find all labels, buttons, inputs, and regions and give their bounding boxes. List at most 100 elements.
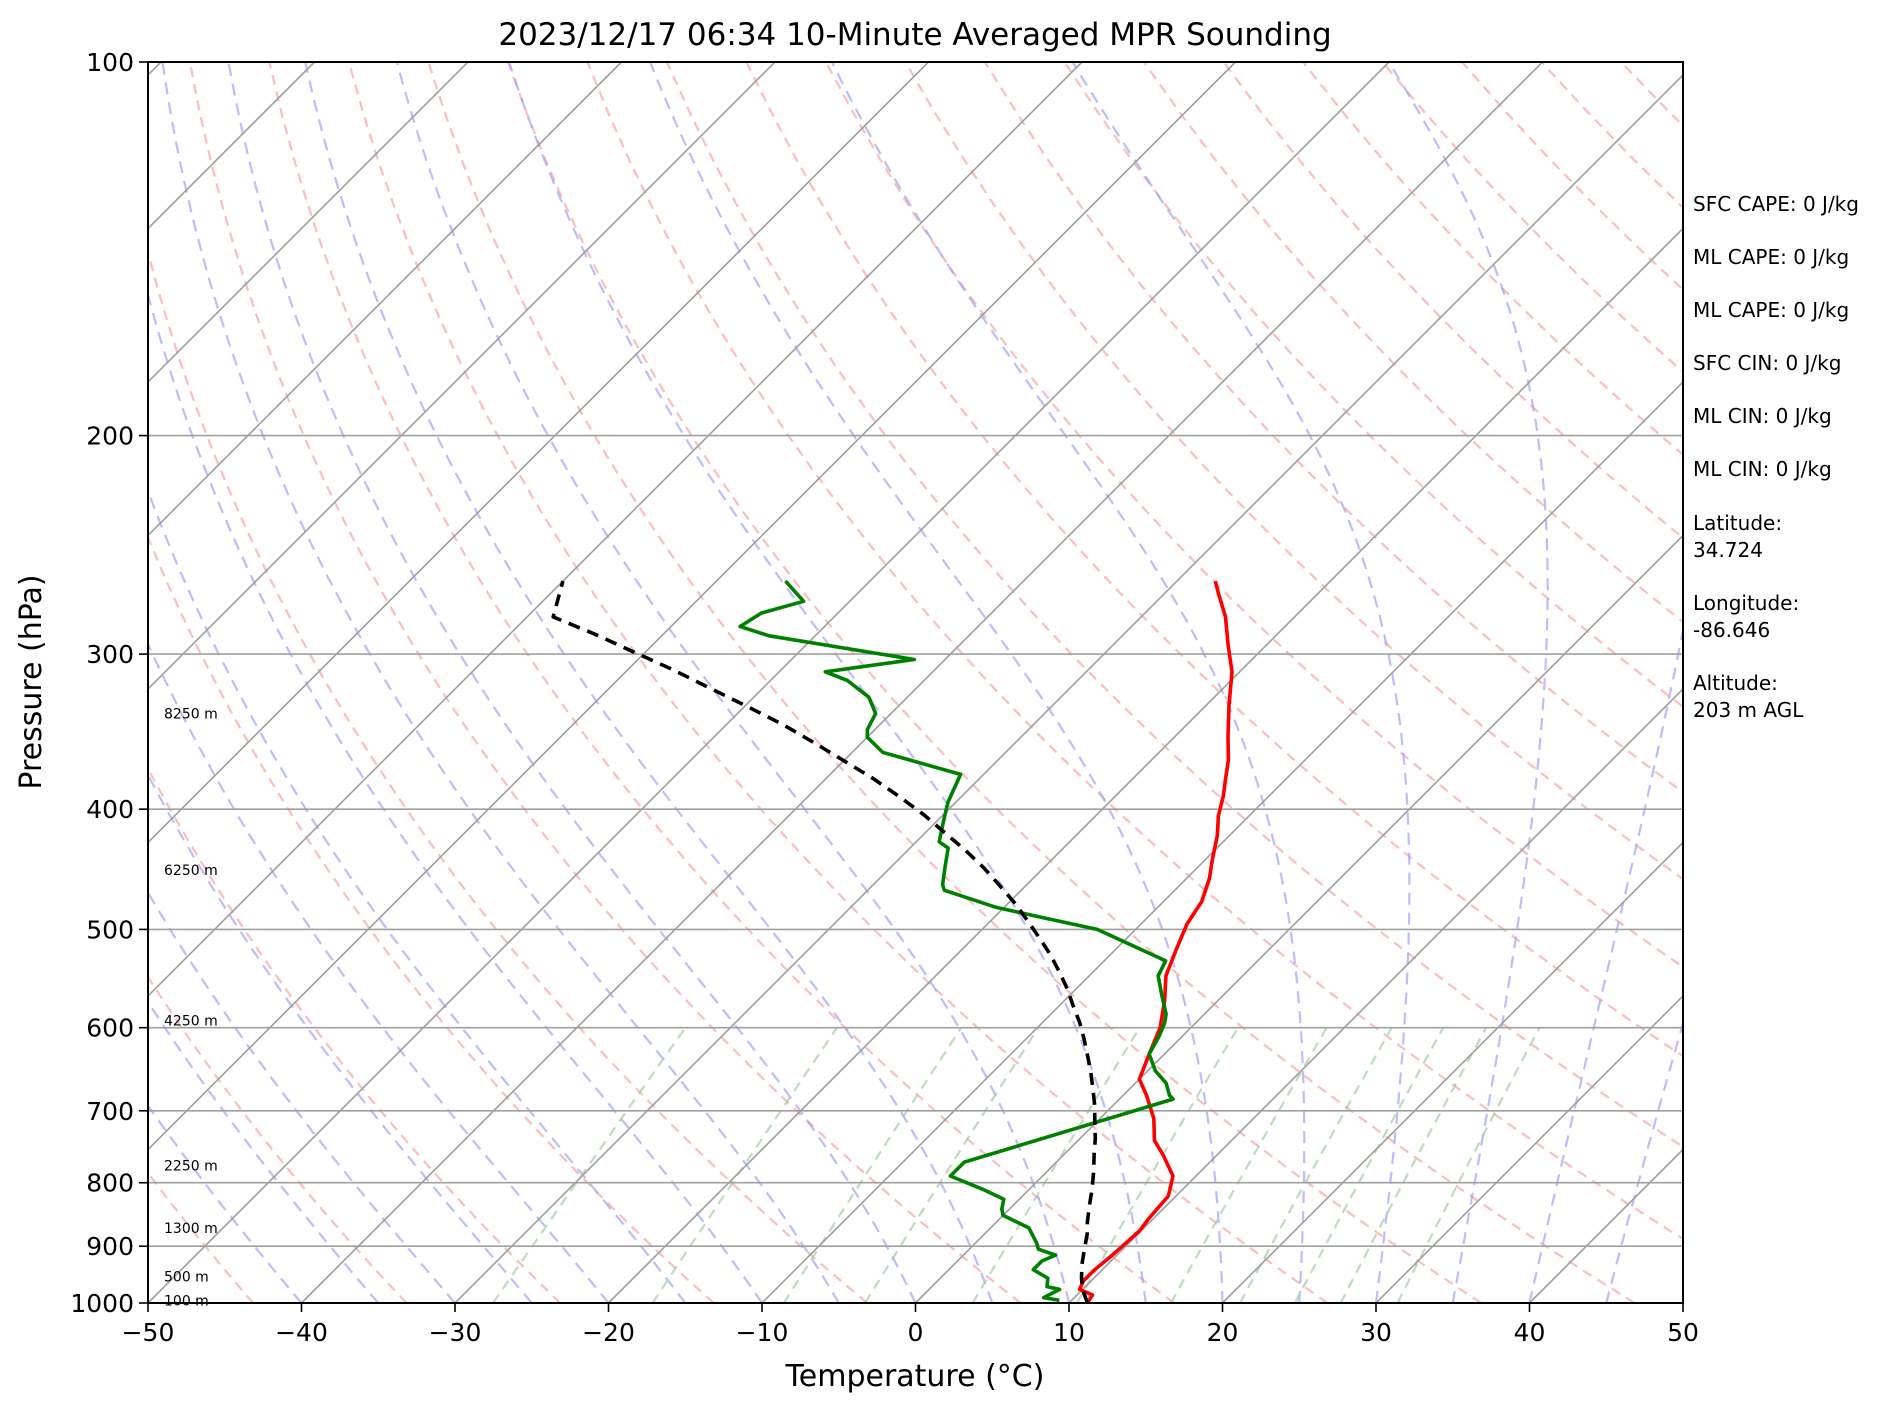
- info-line: Altitude:: [1693, 671, 1778, 695]
- y-axis-title: Pressure (hPa): [14, 574, 49, 789]
- moist-adiabat: [161, 62, 840, 1303]
- isotherm: [1221, 841, 1683, 1303]
- isotherm: [148, 62, 930, 844]
- x-tick-label: −40: [275, 1318, 328, 1347]
- moist-adiabat: [830, 62, 1306, 1303]
- info-line: ML CAPE: 0 J/kg: [1693, 298, 1849, 322]
- x-tick-label: −10: [736, 1318, 789, 1347]
- profile-lines: [551, 579, 1234, 1303]
- isotherm: [761, 380, 1683, 1303]
- y-tick-label: 600: [86, 1014, 134, 1043]
- dry-adiabat: [268, 62, 1175, 1303]
- dry-adiabat: [347, 62, 1329, 1303]
- info-line: -86.646: [1693, 618, 1770, 642]
- moist-adiabat: [148, 890, 456, 1303]
- dry-adiabat: [148, 766, 561, 1303]
- info-line: 203 m AGL: [1693, 698, 1804, 722]
- info-line: Latitude:: [1693, 511, 1782, 535]
- y-tick-label: 700: [86, 1097, 134, 1126]
- info-line: SFC CAPE: 0 J/kg: [1693, 192, 1859, 216]
- mixing-ratio-line: [651, 1027, 838, 1303]
- isotherm: [148, 62, 1390, 1303]
- moist-adiabat: [1528, 624, 1683, 1303]
- dry-adiabat: [148, 974, 408, 1303]
- moist-adiabat: [304, 62, 994, 1303]
- height-label: 6250 m: [164, 863, 218, 879]
- dry-adiabat: [148, 248, 868, 1303]
- x-tick-label: 30: [1360, 1318, 1392, 1347]
- y-tick-label: 300: [86, 640, 134, 669]
- mixing-ratio-line: [864, 1027, 1040, 1303]
- x-tick-label: 40: [1514, 1318, 1546, 1347]
- moist-adiabat: [649, 62, 1224, 1303]
- info-line: 34.724: [1693, 538, 1763, 562]
- moist-adiabat: [148, 290, 763, 1303]
- x-axis-ticks: −50 −40 −30 −20 −10 0 10 20 30 40 50: [122, 1303, 1699, 1347]
- y-tick-label: 500: [86, 915, 134, 944]
- dewpoint-line: [738, 579, 1175, 1303]
- x-axis-title: Temperature (°C): [785, 1359, 1045, 1394]
- isotherm: [148, 62, 776, 691]
- height-label: 8250 m: [164, 707, 218, 723]
- height-label: 4250 m: [164, 1013, 218, 1029]
- moist-adiabat: [148, 488, 687, 1303]
- x-tick-label: −30: [429, 1318, 482, 1347]
- info-line: Longitude:: [1693, 591, 1799, 615]
- moist-adiabat: [1071, 62, 1411, 1303]
- isotherm: [148, 62, 1237, 1151]
- isotherm: [454, 73, 1683, 1303]
- isotherm: [914, 534, 1683, 1303]
- moist-adiabat: [148, 772, 533, 1303]
- isotherm: [300, 62, 1544, 1303]
- height-label: 1300 m: [164, 1221, 218, 1237]
- dry-adiabat: [904, 62, 1683, 881]
- y-tick-label: 1000: [70, 1289, 134, 1318]
- y-tick-label: 900: [86, 1232, 134, 1261]
- dry-adiabat: [983, 62, 1683, 794]
- mixing-ratio-line: [492, 1027, 687, 1303]
- x-tick-label: 50: [1667, 1318, 1699, 1347]
- mixing-ratio-line: [1339, 1027, 1488, 1303]
- x-tick-label: −20: [582, 1318, 635, 1347]
- temperature-line: [1077, 580, 1234, 1303]
- y-tick-label: 200: [86, 422, 134, 451]
- height-label: 100 m: [164, 1293, 209, 1309]
- isotherm: [148, 62, 1083, 998]
- moist-adiabat: [395, 62, 1071, 1303]
- x-tick-label: 0: [908, 1318, 924, 1347]
- info-line: SFC CIN: 0 J/kg: [1693, 351, 1841, 375]
- plot-frame: [147, 61, 1684, 1304]
- isotherm: [1068, 687, 1683, 1303]
- mixing-ratio-line: [1396, 1027, 1541, 1303]
- y-tick-label: 100: [86, 48, 134, 77]
- dry-adiabat: [506, 62, 1636, 1303]
- dry-adiabat: [148, 534, 715, 1303]
- x-tick-label: 10: [1053, 1318, 1085, 1347]
- info-line: ML CIN: 0 J/kg: [1693, 457, 1832, 481]
- info-line: ML CAPE: 0 J/kg: [1693, 245, 1849, 269]
- moist-adiabat: [148, 999, 380, 1303]
- y-tick-label: 800: [86, 1169, 134, 1198]
- isotherm: [1375, 994, 1683, 1303]
- isotherm: [0, 62, 8, 1303]
- dry-adiabat: [188, 62, 1022, 1303]
- height-label: 2250 m: [164, 1159, 218, 1175]
- chart-title: 2023/12/17 06:34 10-Minute Averaged MPR …: [498, 17, 1331, 53]
- x-tick-label: 20: [1207, 1318, 1239, 1347]
- dry-adiabat: [745, 62, 1683, 1058]
- x-tick-label: −50: [122, 1318, 175, 1347]
- info-panel: SFC CAPE: 0 J/kg ML CAPE: 0 J/kg ML CAPE: …: [1693, 192, 1859, 722]
- isotherm: [607, 227, 1683, 1303]
- info-line: ML CIN: 0 J/kg: [1693, 404, 1832, 428]
- moist-adiabat: [508, 62, 1147, 1303]
- isotherm: [148, 62, 469, 384]
- dry-adiabat: [427, 62, 1482, 1303]
- y-tick-label: 400: [86, 795, 134, 824]
- isotherm: [148, 62, 623, 537]
- moist-adiabat: [1605, 1019, 1683, 1303]
- height-label: 500 m: [164, 1269, 209, 1285]
- background-lines: [0, 62, 1683, 1303]
- height-labels: 100 m 500 m 1300 m 2250 m 4250 m 6250 m 8250 m: [164, 707, 218, 1310]
